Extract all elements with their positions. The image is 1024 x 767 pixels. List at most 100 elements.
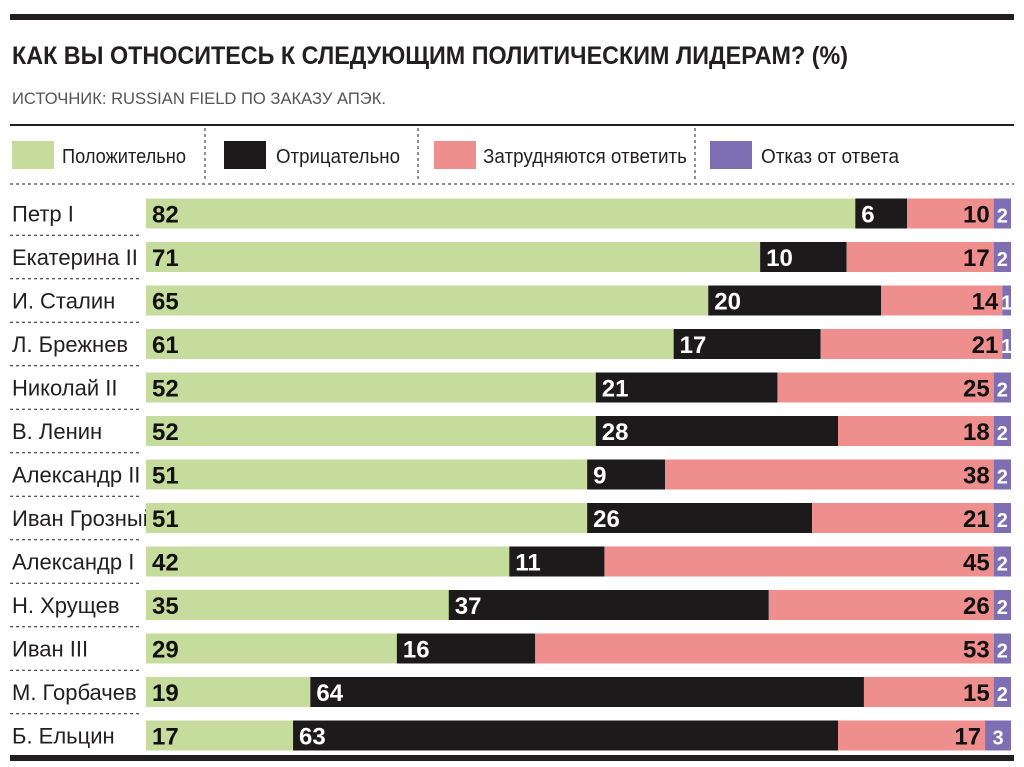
legend-swatch-4 [710, 141, 752, 169]
value-label: 1 [1001, 336, 1012, 358]
value-label: 15 [963, 680, 990, 707]
chart-subtitle: ИСТОЧНИК: RUSSIAN FIELD ПО ЗАКАЗУ АПЭК. [12, 89, 386, 108]
category-label: Иван Грозный [12, 506, 155, 531]
value-label: 35 [152, 593, 179, 620]
value-label: 82 [152, 202, 179, 229]
value-label: 61 [152, 332, 179, 359]
value-label: 2 [997, 467, 1008, 489]
value-label: 52 [152, 419, 179, 446]
bar-row-иван-iii: Иван III 29 16 53 2 [10, 633, 1011, 671]
bar-4 [1002, 285, 1011, 316]
bar-2 [708, 285, 882, 316]
bar-1 [146, 546, 510, 577]
bar-3 [820, 329, 1003, 359]
bar-3 [768, 590, 994, 620]
value-label: 2 [997, 423, 1008, 445]
value-label: 2 [997, 380, 1008, 402]
legend-swatch-3 [434, 141, 476, 169]
value-label: 10 [963, 202, 990, 229]
bar-2 [595, 372, 778, 403]
value-label: 14 [972, 289, 999, 316]
bottom-rule [10, 755, 1014, 761]
value-label: 1 [1001, 293, 1012, 315]
category-label: Петр I [12, 202, 74, 227]
value-label: 51 [152, 506, 179, 533]
value-label: 52 [152, 376, 179, 403]
value-label: 16 [403, 637, 430, 664]
value-label: 65 [152, 289, 179, 316]
chart-title: КАК ВЫ ОТНОСИТЕСЬ К СЛЕДУЮЩИМ ПОЛИТИЧЕСК… [12, 42, 848, 70]
value-label: 37 [455, 593, 482, 620]
value-label: 17 [963, 245, 990, 272]
bar-2 [396, 633, 536, 664]
value-label: 45 [963, 550, 990, 577]
bar-3 [777, 372, 994, 403]
bar-1 [146, 720, 294, 751]
value-label: 17 [152, 724, 179, 751]
category-label: Н. Хрущев [12, 593, 120, 618]
bar-4 [1002, 329, 1011, 359]
bar-1 [146, 503, 588, 533]
bar-4 [993, 590, 1011, 620]
bar-4 [993, 677, 1011, 707]
value-label: 9 [593, 463, 606, 490]
legend: Положительно Отрицательно Затрудняются отв… [12, 128, 900, 182]
bar-4 [993, 503, 1011, 533]
bar-row-николай-ii: Николай II 52 21 25 2 [10, 372, 1011, 410]
value-label: 2 [997, 510, 1008, 532]
bar-row-александр-ii: Александр II 51 9 38 2 [10, 459, 1011, 497]
bar-3 [812, 503, 994, 533]
value-label: 11 [515, 550, 540, 577]
bar-4 [993, 459, 1011, 490]
bar-2 [587, 459, 665, 490]
legend-label-2: Отрицательно [276, 146, 400, 168]
bar-3 [846, 242, 994, 272]
value-label: 26 [963, 593, 990, 620]
bar-1 [146, 590, 449, 620]
value-label: 21 [963, 506, 990, 533]
bar-3 [881, 285, 1003, 316]
value-label: 71 [152, 245, 179, 272]
category-label: В. Ленин [12, 419, 102, 444]
bar-2 [310, 677, 864, 707]
legend-swatch-1 [12, 141, 54, 169]
bar-4 [993, 633, 1011, 664]
category-label: Б. Ельцин [12, 724, 115, 749]
category-label: М. Горбачев [12, 680, 137, 705]
value-label: 17 [954, 724, 981, 751]
bar-3 [838, 720, 986, 751]
value-label: 2 [997, 597, 1008, 619]
bar-row-б-ельцин: Б. Ельцин 17 63 17 3 [12, 720, 1011, 751]
bar-1 [146, 633, 397, 664]
bar-2 [673, 329, 821, 359]
bar-row-екатерина-ii: Екатерина II 71 10 17 2 [10, 242, 1011, 280]
bar-4 [993, 372, 1011, 403]
value-label: 17 [680, 332, 707, 359]
plot-area: Петр I 82 6 10 2 Екатерина II 71 10 17 2 И. Сталин… [10, 198, 1012, 751]
bar-1 [146, 677, 311, 707]
bar-1 [146, 416, 596, 446]
value-label: 6 [861, 202, 874, 229]
bar-row-петр-i: Петр I 82 6 10 2 [10, 198, 1011, 236]
value-label: 38 [963, 463, 990, 490]
bar-4 [993, 416, 1011, 446]
legend-label-3: Затрудняются ответить [483, 146, 687, 168]
bar-2 [855, 198, 908, 229]
bar-3 [665, 459, 994, 490]
value-label: 18 [963, 419, 990, 446]
bar-1 [146, 459, 588, 490]
bar-1 [146, 285, 709, 316]
bar-2 [509, 546, 605, 577]
bar-4 [993, 546, 1011, 577]
value-label: 21 [602, 376, 629, 403]
bar-1 [146, 198, 856, 229]
category-label: Александр II [12, 463, 140, 488]
value-label: 20 [714, 289, 741, 316]
legend-swatch-2 [224, 141, 266, 169]
bar-row-в-ленин: В. Ленин 52 28 18 2 [10, 416, 1011, 454]
category-label: Екатерина II [12, 245, 138, 270]
category-label: Иван III [12, 637, 88, 662]
